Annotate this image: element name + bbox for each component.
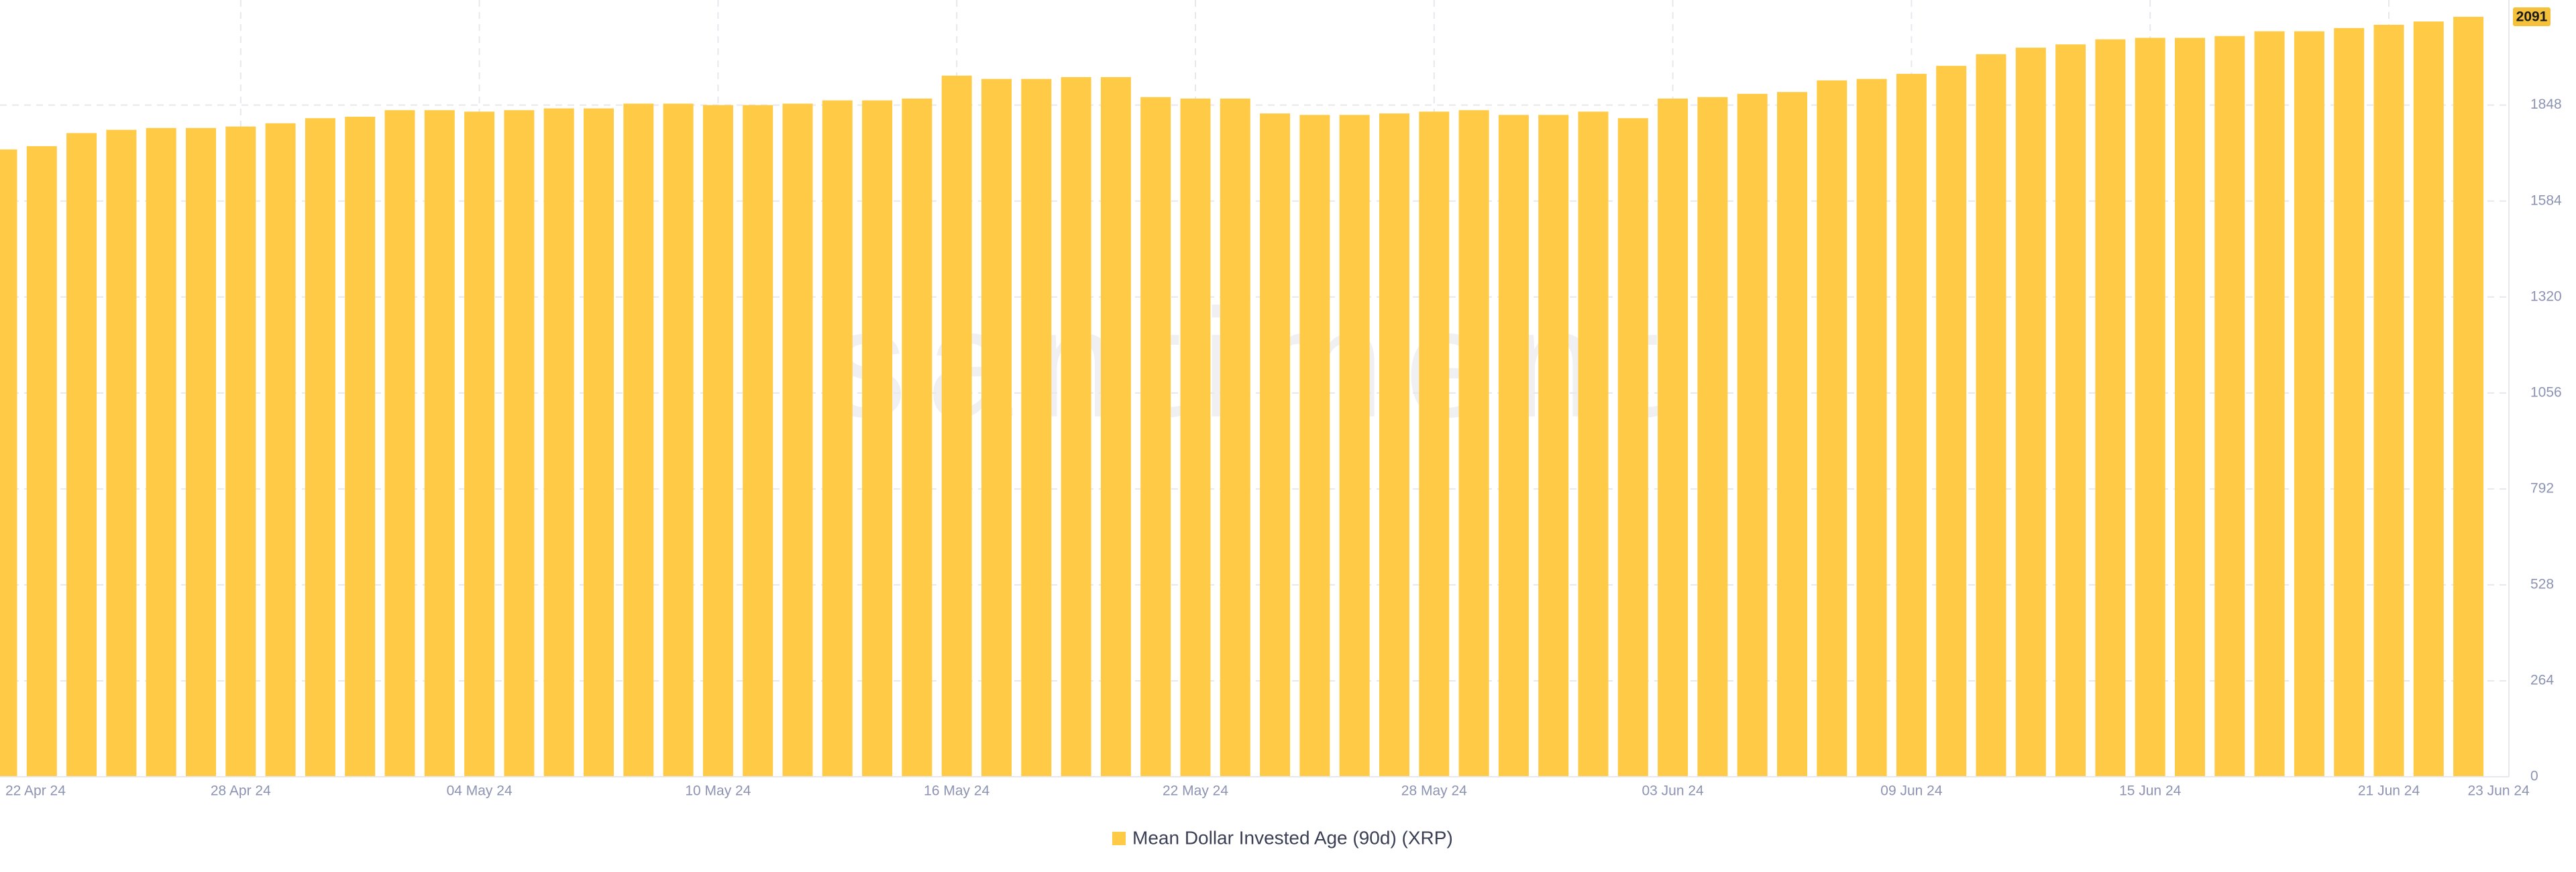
bar [424, 110, 455, 777]
bar [384, 110, 415, 777]
bar [464, 111, 495, 777]
bar [1260, 113, 1291, 777]
bar [1419, 111, 1450, 777]
x-tick-label: 16 May 24 [924, 783, 989, 799]
bar [1180, 98, 1211, 777]
bar [543, 108, 574, 777]
legend-label: Mean Dollar Invested Age (90d) (XRP) [1132, 827, 1453, 848]
bar [663, 103, 694, 777]
bar [345, 117, 376, 777]
x-tick-label: 28 May 24 [1401, 783, 1467, 799]
y-tick-label: 1848 [2530, 97, 2562, 112]
x-tick-label: 10 May 24 [685, 783, 751, 799]
bar [623, 103, 654, 777]
bar [2175, 38, 2205, 777]
bar [186, 127, 216, 777]
bar [1976, 54, 2006, 777]
bar [2453, 17, 2484, 777]
bar [1737, 93, 1768, 777]
x-tick-label: 22 May 24 [1163, 783, 1228, 799]
bar [305, 118, 335, 777]
x-tick-label: 15 Jun 24 [2119, 783, 2182, 799]
bar [862, 100, 893, 777]
bars [0, 17, 2484, 777]
bar [1339, 115, 1370, 777]
bar [743, 105, 773, 777]
bar [1140, 97, 1171, 777]
axes: 0 264 528 792 1056 1320 1584 1848 22 Apr 24 28 Ap… [0, 0, 2562, 799]
bar [1856, 78, 1887, 777]
x-tick-label: 23 Jun 24 [2467, 783, 2530, 799]
bar [1617, 118, 1648, 777]
bar [2055, 44, 2086, 777]
bar [146, 127, 176, 777]
bar [1936, 66, 1967, 777]
bar [822, 100, 853, 777]
bar [1379, 113, 1409, 777]
bar [1578, 111, 1609, 777]
y-tick-label: 264 [2530, 673, 2554, 688]
x-tick-label: 09 Jun 24 [1880, 783, 1943, 799]
bar [1299, 115, 1330, 777]
y-tick-label: 1056 [2530, 384, 2562, 400]
bar [265, 123, 296, 777]
bar [981, 78, 1012, 777]
bar [1458, 110, 1489, 777]
y-tick-label: 1320 [2530, 288, 2562, 304]
bar [26, 146, 57, 777]
bar [941, 75, 972, 777]
bar [66, 133, 97, 777]
last-value-box [2513, 7, 2551, 27]
bar [702, 105, 733, 777]
bar [2334, 28, 2365, 777]
y-tick-label: 792 [2530, 480, 2554, 496]
bar [1777, 92, 1807, 777]
bar [1817, 80, 1847, 777]
y-tick-label: 1584 [2530, 193, 2562, 208]
bar [1100, 76, 1131, 777]
bar [2095, 39, 2126, 777]
y-tick-label: 528 [2530, 576, 2554, 592]
bar [1658, 98, 1688, 777]
bar [0, 149, 17, 777]
legend-swatch [1112, 832, 1126, 845]
x-tick-label: 21 Jun 24 [2358, 783, 2420, 799]
bar [1498, 115, 1529, 777]
bar [782, 103, 813, 777]
last-value-label: 2091 [2516, 9, 2548, 25]
x-tick-label: 22 Apr 24 [5, 783, 66, 799]
bar [1061, 76, 1091, 777]
bar [2214, 36, 2245, 777]
bar [1697, 97, 1728, 777]
bar [2254, 31, 2285, 777]
bar [225, 126, 256, 777]
bar [2373, 24, 2404, 777]
legend-item: Mean Dollar Invested Age (90d) (XRP) [1112, 827, 1453, 848]
bar [1021, 78, 1052, 777]
bar [504, 110, 535, 777]
y-tick-label: 0 [2530, 769, 2538, 784]
bar [584, 108, 614, 777]
bar [2135, 38, 2165, 777]
x-tick-label: 03 Jun 24 [1642, 783, 1704, 799]
bar [1896, 74, 1927, 777]
bar [106, 129, 137, 777]
bar [902, 98, 932, 777]
x-tick-label: 04 May 24 [447, 783, 513, 799]
bar [1538, 115, 1569, 777]
bar [1220, 98, 1250, 777]
bar [2294, 31, 2324, 777]
x-tick-label: 28 Apr 24 [211, 783, 271, 799]
bar [2413, 21, 2444, 777]
bar [2015, 48, 2046, 777]
